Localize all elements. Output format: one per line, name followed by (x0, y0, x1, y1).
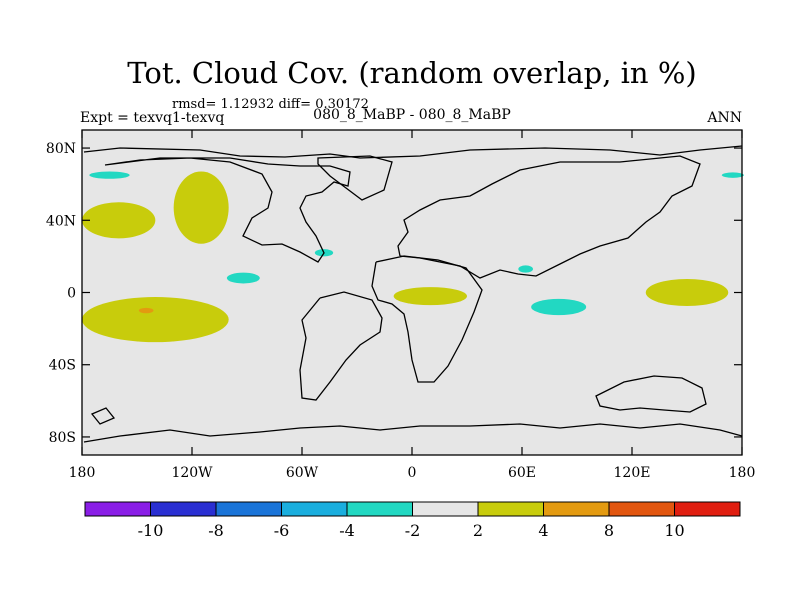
colorbar-box (215, 501, 282, 517)
anomaly-south-pacific-positive (81, 297, 229, 343)
anomaly-layer (81, 171, 744, 343)
x-tick-label: 180 (729, 465, 756, 481)
x-tick-label: 180 (69, 465, 96, 481)
coastline-australia (595, 375, 707, 413)
colorbar-box (543, 501, 610, 517)
colorbar-box (608, 501, 675, 517)
colorbar: -10 -8 -6 -4 -2 2 4 8 10 (84, 501, 741, 540)
anomaly-arctic-pacific-negative (89, 171, 130, 179)
stats-text: rmsd= 1.12932 diff= 0.30172 (172, 97, 369, 112)
plot-area (81, 129, 744, 456)
y-tick-label: 80S (49, 430, 76, 446)
anomaly-arabian-sea-negative (518, 265, 534, 273)
anomaly-eastern-pacific-negative (226, 272, 260, 284)
coastline-arctic (83, 145, 743, 159)
colorbar-box (281, 501, 348, 517)
colorbar-label: 10 (664, 521, 684, 540)
coastline-south-america (299, 291, 383, 401)
y-tick-label: 80N (46, 141, 76, 157)
x-tick-label: 120E (614, 465, 651, 481)
y-tick-label: 40S (49, 358, 76, 374)
x-tick-label: 120W (171, 465, 213, 481)
x-axis: 180 120W 60W 0 60E 120E 180 (69, 130, 756, 481)
colorbar-box (412, 501, 479, 517)
y-tick-label: 0 (67, 286, 76, 302)
experiment-label: Expt = texvq1-texvq (80, 110, 224, 126)
anomaly-indian-ocean-negative (531, 298, 587, 316)
x-tick-label: 0 (408, 465, 417, 481)
colorbar-box (150, 501, 217, 517)
colorbar-label: -2 (405, 521, 421, 540)
anomaly-equatorial-africa-positive (393, 287, 468, 306)
colorbar-box (84, 501, 151, 517)
anomaly-south-pacific-core (138, 307, 154, 314)
anomaly-north-pacific-positive (82, 202, 156, 239)
anomaly-northeast-pacific-positive (173, 171, 229, 244)
y-axis: 80N 40N 0 40S 80S (46, 141, 742, 446)
coastline-antarctica (83, 423, 743, 443)
coastline-eurasia (397, 155, 701, 279)
anomaly-arctic-atlantic-negative (721, 172, 744, 178)
coastlines (83, 145, 743, 443)
coastline-greenland (317, 155, 393, 201)
coastline-africa (371, 255, 483, 383)
colorbar-label: 8 (604, 521, 614, 540)
coastline-antarctic-peninsula (90, 407, 116, 425)
coastline-north-america (104, 157, 351, 263)
x-tick-label: 60E (508, 465, 536, 481)
season-label: ANN (706, 110, 742, 126)
x-tick-label: 60W (286, 465, 319, 481)
colorbar-box (674, 501, 741, 517)
colorbar-label: -10 (138, 521, 164, 540)
colorbar-label: 2 (473, 521, 483, 540)
colorbar-label: 4 (538, 521, 548, 540)
chart-title: Tot. Cloud Cov. (random overlap, in %) (127, 56, 696, 90)
colorbar-label: -8 (208, 521, 224, 540)
colorbar-label: -6 (274, 521, 290, 540)
colorbar-box (477, 501, 544, 517)
y-tick-label: 40N (46, 213, 76, 229)
case-label: 080_8_MaBP - 080_8_MaBP (313, 107, 511, 123)
colorbar-label: -4 (339, 521, 355, 540)
anomaly-west-pacific-positive (645, 278, 729, 307)
colorbar-box (346, 501, 413, 517)
